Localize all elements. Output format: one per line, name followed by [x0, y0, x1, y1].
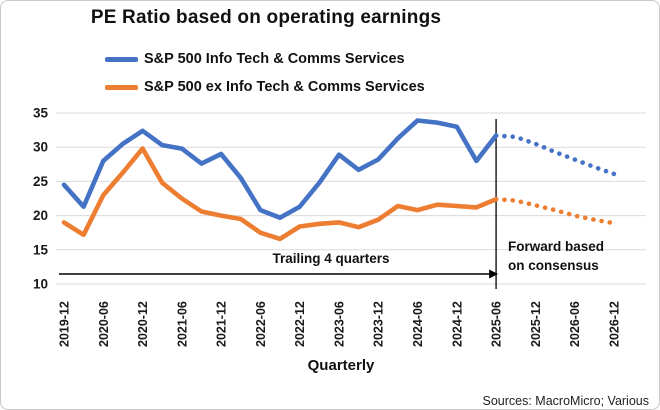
x-tick-label: 2020-12: [136, 301, 150, 347]
sources-line1: Sources: MacroMicro; Various: [482, 394, 650, 408]
legend-line-blue-icon: [105, 56, 138, 62]
x-tick-label: 2021-06: [175, 301, 189, 347]
trailing-annotation: Trailing 4 quarters: [272, 251, 390, 266]
series-line-dotted-0: [493, 133, 617, 177]
legend-line-orange-icon: [105, 84, 138, 90]
y-tick-label: 15: [33, 242, 49, 257]
legend-item-ex-infotech: S&P 500 ex Info Tech & Comms Services: [105, 73, 425, 101]
x-tick-label: 2023-06: [332, 301, 346, 347]
series-line-solid-1: [61, 146, 499, 242]
x-tick-label: 2023-12: [372, 301, 386, 347]
x-tick-label: 2026-12: [607, 301, 621, 347]
y-tick-label: 30: [33, 140, 48, 155]
legend: S&P 500 Info Tech & Comms Services S&P 5…: [105, 45, 425, 101]
x-tick-label: 2020-06: [97, 301, 111, 347]
legend-item-infotech: S&P 500 Info Tech & Comms Services: [105, 45, 425, 73]
y-tick-label: 25: [33, 174, 49, 189]
x-tick-label: 2024-06: [411, 301, 425, 347]
forward-annotation-line2: on consensus: [508, 258, 599, 273]
x-tick-label: 2026-06: [568, 301, 582, 347]
x-tick-label: 2019-12: [58, 301, 72, 347]
series-line-dotted-1: [493, 196, 617, 226]
x-tick-label: 2021-12: [215, 301, 229, 347]
x-tick-label: 2025-06: [490, 301, 504, 347]
series-line-solid-0: [61, 118, 499, 220]
x-axis-title: Quarterly: [307, 357, 375, 374]
trailing-arrow-head-icon: [489, 269, 499, 279]
x-tick-label: 2024-12: [450, 301, 464, 347]
forward-annotation: Forward based on consensus: [508, 237, 628, 275]
y-tick-label: 35: [33, 106, 49, 121]
sources-note: Sources: MacroMicro; Various internet; A…: [482, 356, 650, 409]
forward-annotation-line1: Forward based: [508, 239, 605, 254]
x-tick-label: 2025-12: [529, 301, 543, 347]
y-tick-label: 20: [33, 208, 48, 223]
chart-title: PE Ratio based on operating earnings: [90, 7, 442, 28]
x-tick-label: 2022-12: [293, 301, 307, 347]
legend-label-infotech: S&P 500 Info Tech & Comms Services: [144, 51, 405, 67]
y-tick-label: 10: [33, 277, 48, 292]
legend-label-ex-infotech: S&P 500 ex Info Tech & Comms Services: [144, 79, 425, 95]
x-tick-label: 2022-06: [254, 301, 268, 347]
